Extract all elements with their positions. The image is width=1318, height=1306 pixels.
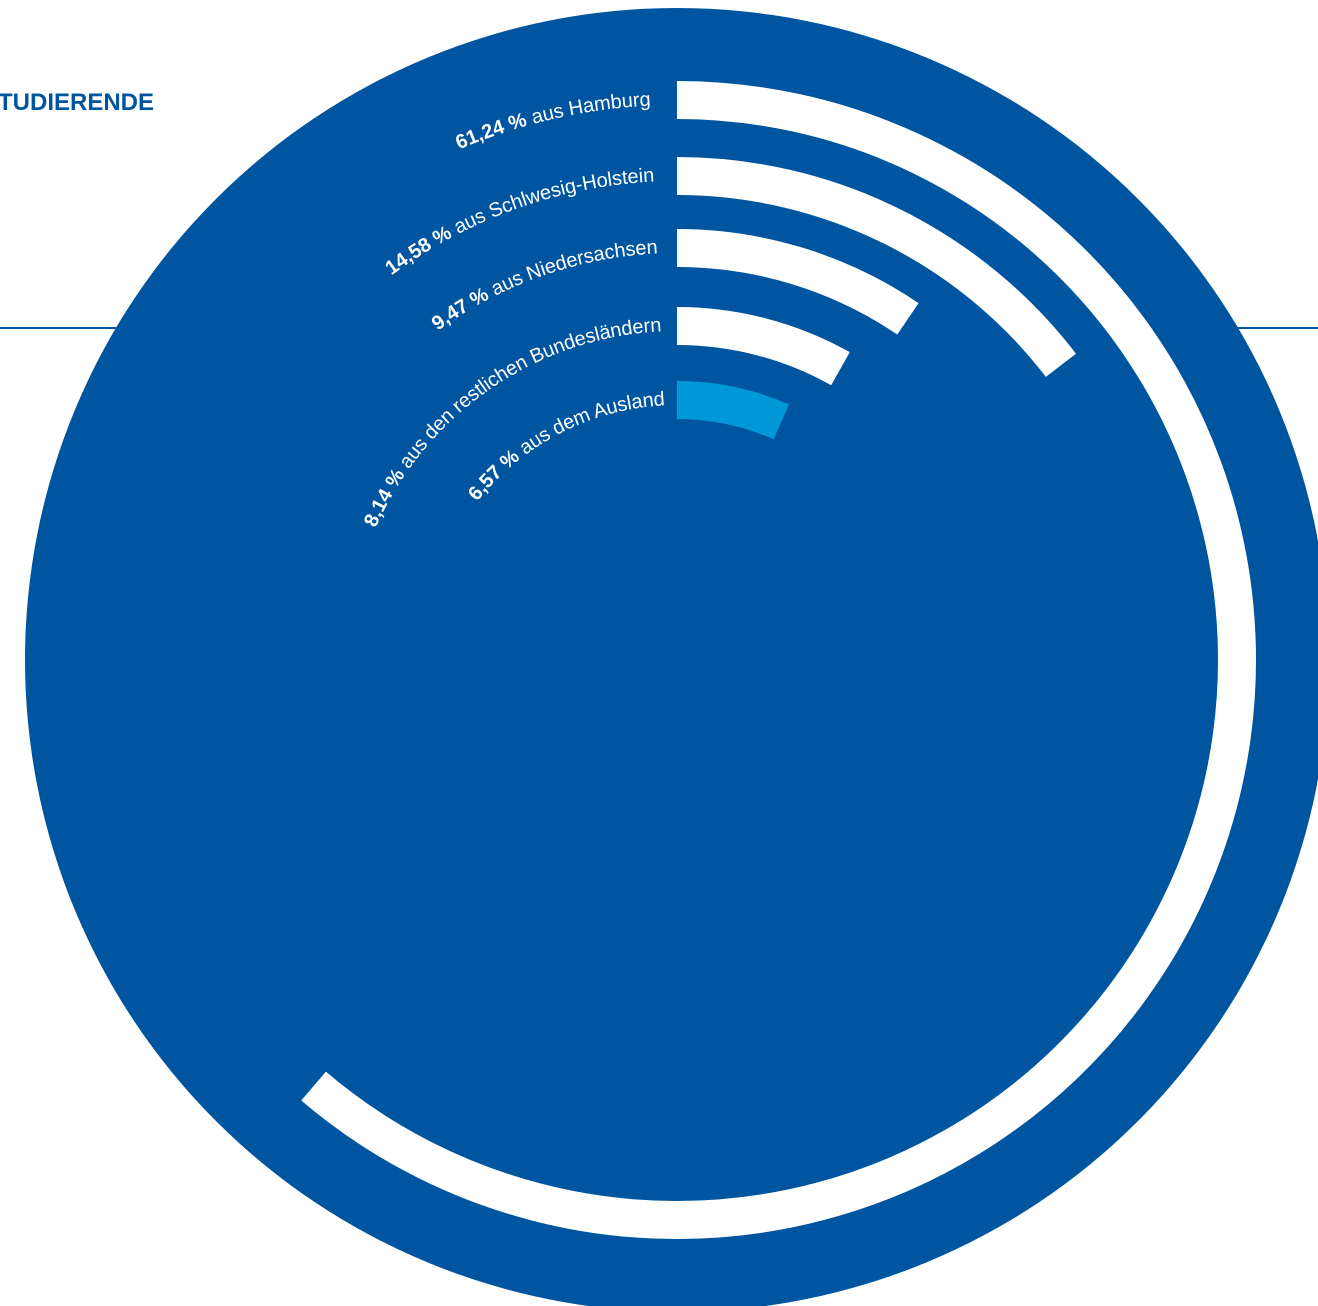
bar-arc [301,81,1256,1239]
bar-arc [676,307,850,386]
background [0,8,1318,1306]
bar-arc [676,157,1076,377]
chart-title: TUDIERENDE [0,89,154,116]
bar-arc [676,381,789,440]
background-circle [25,8,1318,1306]
bar-arc [676,229,919,335]
